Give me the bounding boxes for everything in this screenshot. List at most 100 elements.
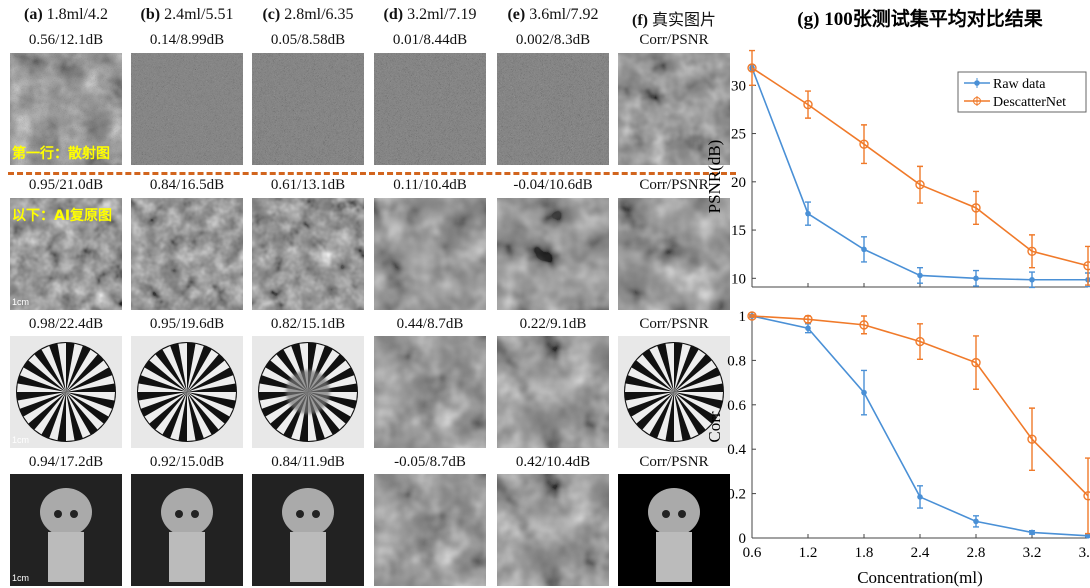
peppers-image	[252, 198, 364, 310]
star-image	[131, 336, 243, 448]
doll-image	[618, 474, 730, 586]
metric-label: 0.14/8.99dB	[149, 32, 225, 48]
scatter-image	[10, 53, 122, 165]
peppers-image	[497, 198, 609, 310]
error-bar	[1029, 234, 1035, 269]
data-point	[1083, 491, 1090, 501]
column-tag: (e)	[507, 6, 526, 23]
metric-label: 0.98/22.4dB	[28, 316, 104, 332]
y-tick-label: 10	[731, 271, 746, 287]
error-bar	[917, 165, 923, 204]
row1-note: 第一行：散射图	[12, 146, 110, 162]
metric-label: -0.05/8.7dB	[394, 454, 466, 470]
star-image	[252, 336, 364, 448]
data-point	[1029, 529, 1035, 536]
data-point	[803, 99, 813, 110]
star-image	[618, 336, 730, 448]
column-title: 1.8ml/4.2	[46, 6, 108, 23]
data-point	[859, 139, 869, 149]
y-tick-label: 0.4	[727, 442, 746, 458]
data-point	[805, 325, 811, 332]
x-tick-label: 2.8	[967, 545, 986, 561]
row2-note: 以下：AI复原图	[12, 208, 113, 224]
y-tick-label: 20	[731, 175, 746, 191]
data-point	[915, 336, 925, 347]
data-point	[1027, 246, 1037, 256]
y-tick-label: 0.6	[727, 398, 746, 414]
scatter-image	[252, 53, 364, 165]
doll-image	[374, 474, 486, 586]
column-header: (e) 3.6ml/7.92	[492, 6, 614, 24]
data-point	[917, 272, 923, 279]
data-point	[915, 180, 925, 190]
column-header: (f) 真实图片	[613, 6, 735, 30]
metric-label: 0.44/8.7dB	[396, 316, 464, 332]
peppers-image	[374, 198, 486, 310]
error-bar	[973, 190, 979, 225]
metric-label: 0.95/19.6dB	[149, 316, 225, 332]
data-point	[1083, 261, 1090, 271]
error-bar	[861, 124, 867, 165]
chart-title: (g) 100张测试集平均对比结果	[797, 7, 1042, 30]
star-image	[497, 336, 609, 448]
legend-label: DescatterNet	[993, 95, 1066, 110]
metric-label: Corr/PSNR	[639, 454, 709, 470]
data-point	[973, 275, 979, 282]
metric-label: 0.56/12.1dB	[28, 32, 104, 48]
y-tick-label: 0	[739, 531, 747, 547]
data-point	[747, 63, 757, 73]
column-title: 3.6ml/7.92	[529, 6, 599, 23]
doll-image	[252, 474, 364, 586]
scale-bar: 1cm	[12, 297, 30, 307]
legend-marker	[973, 97, 981, 105]
y-tick-label: 25	[731, 127, 746, 143]
x-axis-label: Concentration(ml)	[857, 568, 983, 587]
metric-label: 0.61/13.1dB	[270, 177, 346, 193]
metric-label: 0.92/15.0dB	[149, 454, 225, 470]
doll-image	[497, 474, 609, 586]
data-point	[1027, 434, 1037, 444]
metric-label: 0.95/21.0dB	[28, 177, 104, 193]
error-bar	[1085, 457, 1090, 535]
column-title: 2.4ml/5.51	[164, 6, 234, 23]
legend-label: Raw data	[993, 77, 1046, 92]
column-tag: (c)	[262, 6, 281, 23]
y-axis-label: PSNR(dB)	[705, 140, 724, 214]
x-tick-label: 0.6	[743, 545, 762, 561]
legend-marker	[974, 80, 980, 86]
metric-label: 0.84/11.9dB	[271, 454, 345, 470]
y-tick-label: 30	[731, 78, 746, 94]
data-point	[971, 203, 981, 213]
star-image: 1cm	[10, 336, 122, 448]
x-tick-label: 3.2	[1023, 545, 1042, 561]
column-header: (c) 2.8ml/6.35	[247, 6, 369, 24]
error-bar	[1029, 407, 1035, 471]
data-point	[1085, 532, 1090, 539]
metric-label: -0.04/10.6dB	[513, 177, 593, 193]
data-point	[917, 494, 923, 500]
y-tick-label: 15	[731, 223, 746, 239]
metric-label: Corr/PSNR	[639, 316, 709, 332]
data-point	[971, 357, 981, 368]
metric-label: 0.002/8.3dB	[515, 32, 591, 48]
metric-label: 0.11/10.4dB	[393, 177, 467, 193]
error-bar	[973, 335, 979, 390]
metric-label: 0.01/8.44dB	[392, 32, 468, 48]
scatter-image	[618, 53, 730, 165]
x-tick-label: 1.2	[799, 545, 818, 561]
data-point	[805, 210, 811, 217]
metric-label: 0.22/9.1dB	[519, 316, 587, 332]
row-divider	[8, 172, 736, 175]
metric-label: 0.82/15.1dB	[270, 316, 346, 332]
metric-label: Corr/PSNR	[639, 32, 709, 48]
legend	[957, 71, 1087, 113]
doll-image: 1cm	[10, 474, 122, 586]
error-bar	[805, 90, 811, 119]
data-point	[859, 320, 869, 330]
scatter-image	[374, 53, 486, 165]
error-bar	[917, 323, 923, 360]
column-header: (d) 3.2ml/7.19	[369, 6, 491, 24]
scatter-image	[497, 53, 609, 165]
doll-image	[131, 474, 243, 586]
